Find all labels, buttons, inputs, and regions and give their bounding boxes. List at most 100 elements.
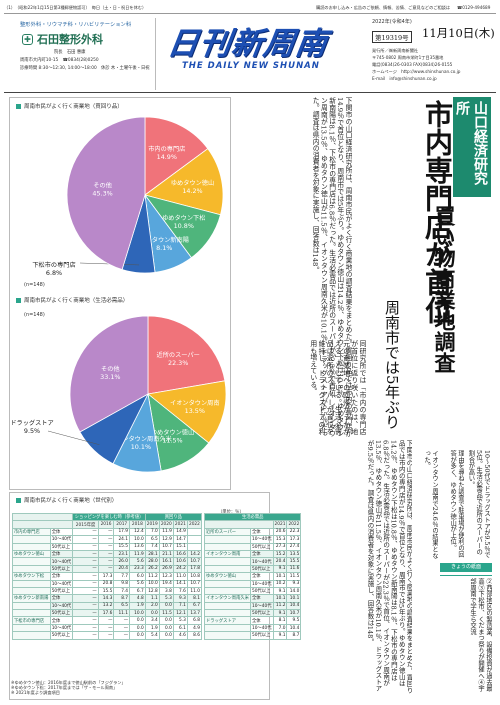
issue-weekday: 木	[478, 26, 491, 40]
row-age-group: 10〜40代	[249, 535, 274, 544]
issue-publisher: 発行所／㈱新周南新聞社	[372, 48, 419, 53]
table-cell: —	[113, 631, 131, 640]
table-cell: 0.0	[129, 616, 146, 625]
table-row: イオンタウン周南久米 全体 10.1 10.1	[204, 594, 302, 603]
table-unit: （単位：％）	[218, 510, 244, 515]
pie1-n: (n=148)	[24, 282, 45, 288]
table-cell: 11.0	[186, 586, 203, 596]
table-cell: 12.8	[144, 586, 160, 596]
row-age-group: 50代以上	[249, 542, 274, 551]
table-cell: 9.5	[286, 616, 302, 625]
today-label: きょうの紙面	[440, 563, 492, 572]
table-cell: —	[72, 594, 99, 603]
row-category	[12, 631, 51, 640]
table-right-header: 生活必需品	[203, 512, 302, 522]
pie-slice	[66, 116, 146, 271]
table-cell: 8.1	[272, 616, 288, 625]
slice-label: イオンタウン周南久米	[110, 435, 172, 443]
table-cell: 17.3	[286, 535, 302, 544]
row-age-group: 50代以上	[249, 586, 274, 596]
table-cell: 26.2	[144, 564, 160, 574]
table-row: 10〜40代 — —24.1 10.0 6.5 12.9 14.7	[12, 535, 203, 544]
table-cell: 0.0	[158, 631, 174, 640]
table-row: 50代以上 9.1 11.6	[204, 564, 302, 574]
table-cell: 23.3	[129, 564, 146, 574]
issue-tel: 電話(0834)26-0303 FAX(0834)26-0155	[372, 62, 453, 67]
table-cell	[186, 542, 203, 551]
headline-second: 市内専門店が首位	[421, 100, 454, 324]
clinic-ad: 整形外科・リウマチ科・リハビリテーション科 ✚ 石田整形外科 院長 石田 惠康 …	[6, 18, 156, 90]
row-age-group: 全体	[249, 549, 274, 559]
table-cell: —	[97, 564, 115, 574]
slice-label: ゆめタウン下松	[162, 214, 205, 222]
table-cell: —	[72, 601, 99, 611]
table-cell: 10.8	[186, 572, 203, 581]
table-row: 50代以上 — —15.5 13.6 7.4 10.7 15.1	[12, 542, 203, 551]
pie-slice	[69, 315, 149, 433]
row-age-group: 全体	[49, 572, 74, 581]
table-row: 10〜40代 10.2 9.3	[204, 579, 302, 588]
table-cell: 4.6	[172, 631, 188, 640]
row-category	[204, 564, 251, 574]
table-cell: 13.2	[97, 601, 115, 611]
table-cell: 24.1	[113, 535, 131, 544]
top-bar-left: （1） （昭和22年1月15日第3種郵便物認可） 毎日（土・日・祝日を休む）	[4, 5, 147, 10]
article-body-right: 同研究所では「市内の専門店が首位に返り咲いたのは、地元の商業地への回帰がうかがえ…	[308, 340, 366, 435]
table-cell: —	[72, 623, 99, 633]
table-cell: 7.0	[144, 527, 160, 537]
table-cell: 14.0	[286, 586, 302, 596]
row-age-group: 10〜40代	[49, 601, 74, 611]
slice-value: 8.1%	[156, 244, 172, 252]
row-age-group: 全体	[249, 527, 274, 537]
table-cell: 7.1	[172, 601, 188, 611]
table-cell: 10.1	[272, 594, 288, 603]
table-cell: 0.0	[158, 616, 174, 625]
table-cell: 5.4	[144, 631, 160, 640]
year-header: 2021	[172, 520, 188, 529]
table-cell: 10.0	[129, 609, 146, 618]
table-cell: 9.3	[286, 579, 302, 588]
table-row: 50代以上 — —20.4 23.3 26.2 26.9 24.2 17.8	[12, 564, 203, 574]
row-age-group: 50代以上	[49, 564, 74, 574]
slice-value: 45.3%	[92, 190, 112, 198]
table-row: 10〜40代 20.4 15.5	[204, 557, 302, 566]
row-age-group: 50代以上	[49, 586, 74, 596]
table-cell: 8.7	[113, 594, 131, 603]
row-category: ゆめタウン新南陽	[12, 594, 51, 603]
slice-label: その他	[93, 182, 112, 190]
row-age-group: 全体	[249, 594, 274, 603]
slice-value: 10.1%	[131, 443, 151, 451]
table-cell: 2.0	[144, 601, 160, 611]
leader-line	[47, 430, 100, 445]
table-cell: 14.7	[172, 535, 188, 544]
row-age-group: 10〜40代	[249, 579, 274, 588]
table-cell: 10.7	[286, 609, 302, 618]
year-header: 2020	[158, 520, 174, 529]
row-age-group: 10〜40代	[49, 623, 74, 633]
table-cell: 7.6	[172, 586, 188, 596]
pie1-title: 周南市民がよく行く商業地（買回り品）	[16, 102, 123, 110]
table-row: ゆめタウン徳山 全体 — —23.1 11.9 28.1 21.1 16.6 14.2	[12, 549, 203, 559]
slice-value: 6.8%	[46, 269, 62, 277]
side-column-3: イオンタウン周南で24.6％の結果となった。	[423, 450, 438, 559]
table-cell: —	[113, 623, 131, 633]
table-cell: 11.1	[113, 609, 131, 618]
table-cell: 15.1	[172, 542, 188, 551]
table-cell: 20.6	[272, 527, 288, 537]
slice-label: ゆめタウン徳山	[171, 179, 214, 187]
table-cell: 0.0	[144, 609, 160, 618]
pie2-title: 周南市民がよく行く商業地（生活必需品）	[16, 296, 128, 304]
table-notes: ※ゆめタウン徳山：2016年度まで徳山駅前の「フジグラン」 ※ゆめタウン下松：2…	[11, 680, 126, 695]
table-cell: 17.6	[97, 609, 115, 618]
table-cell: 4.9	[186, 623, 203, 633]
table-cell: 13.5	[286, 549, 302, 559]
table-cell: 10.4	[286, 601, 302, 611]
table-cell: 26.0	[113, 557, 131, 566]
table-cell: —	[97, 616, 115, 625]
table-cell: 11.9	[129, 549, 146, 559]
table-cell: 6.7	[186, 601, 203, 611]
table-cell: 15.5	[286, 557, 302, 566]
table-row: イオンタウン周南 全体 15.2 13.5	[204, 549, 302, 559]
